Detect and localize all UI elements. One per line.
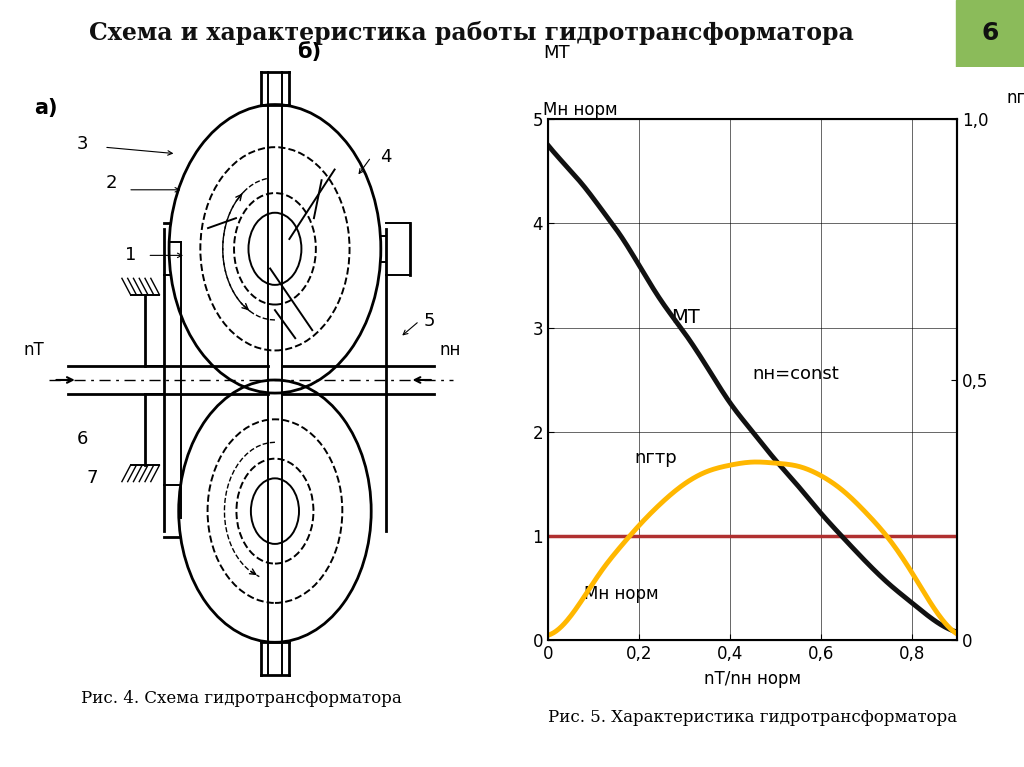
Text: 6: 6 <box>982 21 998 45</box>
Text: 6: 6 <box>77 430 88 448</box>
Text: 7: 7 <box>86 469 98 487</box>
Text: MТ: MТ <box>544 44 570 61</box>
Text: MТ: MТ <box>671 308 699 327</box>
Text: nн: nн <box>440 341 461 360</box>
X-axis label: nТ/nн норм: nТ/nн норм <box>705 670 801 688</box>
Text: Рис. 5. Характеристика гидротрансформатора: Рис. 5. Характеристика гидротрансформато… <box>548 709 957 726</box>
Text: nн=const: nн=const <box>753 365 840 384</box>
Text: Схема и характеристика работы гидротрансформатора: Схема и характеристика работы гидротранс… <box>89 21 853 45</box>
Text: nТ: nТ <box>24 341 45 360</box>
Text: б): б) <box>298 41 322 61</box>
Bar <box>956 0 1024 67</box>
Text: 2: 2 <box>105 174 117 193</box>
Text: 1: 1 <box>125 246 136 265</box>
Text: nгтр: nгтр <box>634 449 677 467</box>
Text: 5: 5 <box>423 312 435 330</box>
Text: 3: 3 <box>77 135 88 153</box>
Text: Mн норм: Mн норм <box>544 101 617 119</box>
Text: nгтр: nгтр <box>1007 89 1024 107</box>
Text: 4: 4 <box>380 148 391 166</box>
Text: Рис. 4. Схема гидротрансформатора: Рис. 4. Схема гидротрансформатора <box>81 690 401 706</box>
Text: а): а) <box>35 98 57 118</box>
Text: Mн норм: Mн норм <box>585 584 658 603</box>
